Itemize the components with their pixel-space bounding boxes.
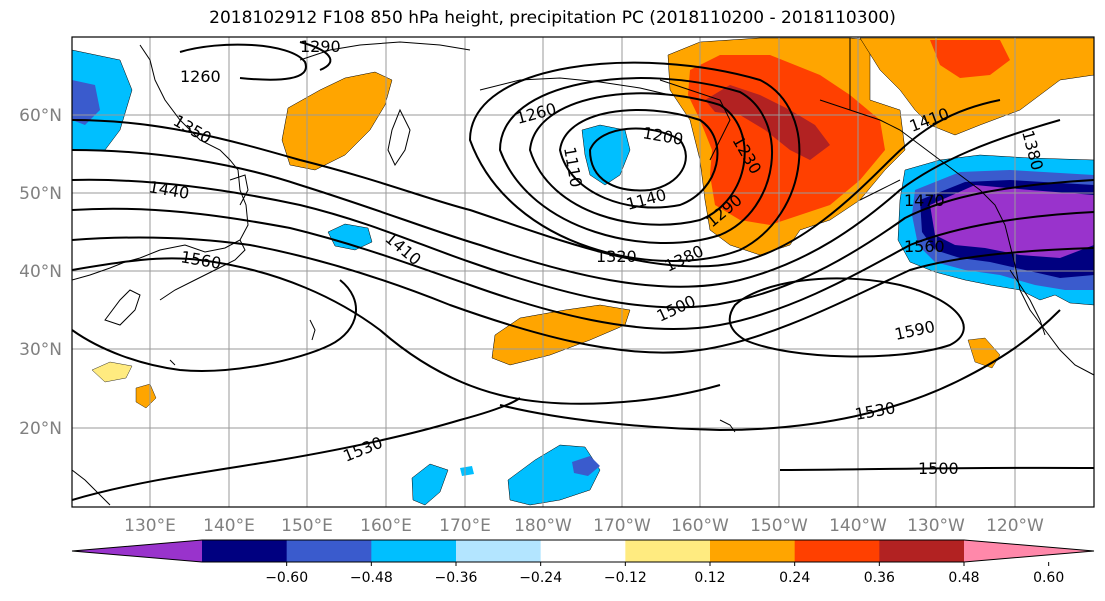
lat-label: 60°N: [19, 106, 62, 126]
lon-labels: 130°E 140°E 150°E 160°E 170°E 180°W 170°…: [124, 516, 1044, 536]
map-frame: [71, 36, 1095, 508]
lat-label: 30°N: [19, 340, 62, 360]
colorbar-outline: [71, 539, 1095, 563]
contour-label: 1500: [654, 291, 699, 325]
colorbar-segment: [202, 540, 288, 562]
lon-label: 130°E: [124, 516, 176, 536]
lon-label: 150°E: [281, 516, 333, 536]
lon-label: 170°E: [439, 516, 491, 536]
colorbar-segment: [625, 540, 711, 562]
contour-label: 1560: [904, 237, 945, 256]
contour-label: 1560: [179, 247, 222, 273]
contour-label: 1290: [300, 37, 341, 56]
contour-label: 1350: [170, 111, 215, 148]
contour-label: 1260: [180, 67, 221, 86]
contour-label: 1200: [641, 123, 684, 149]
colorbar-tick-label: −0.60: [265, 570, 308, 586]
precip-pos-ne: [859, 37, 1094, 136]
colorbar-tick-label: −0.24: [519, 570, 562, 586]
lat-labels: 20°N 30°N 40°N 50°N 60°N: [19, 106, 62, 439]
contour-label: 1110: [560, 145, 586, 188]
precip-neg-tropics: [507, 444, 601, 506]
lat-label: 20°N: [19, 419, 62, 439]
contour-label: 1440: [147, 177, 190, 203]
colorbar-segment: [456, 540, 542, 562]
colorbar: −0.60 −0.48 −0.36 −0.24 −0.12 0.12 0.24 0.36 0.4…: [71, 539, 1095, 586]
lon-label: 180°W: [514, 516, 572, 536]
contour-label: 1320: [596, 247, 637, 266]
height-contours: [72, 41, 1094, 501]
colorbar-tick-label: −0.36: [435, 570, 478, 586]
contour-label: 1470: [904, 191, 945, 210]
lon-label: 160°E: [360, 516, 412, 536]
colorbar-tick-label: 0.48: [948, 570, 979, 586]
colorbar-segment: [879, 540, 965, 562]
contour-label: 1410: [381, 229, 424, 270]
contour-label: 1530: [853, 398, 896, 424]
lon-label: 140°W: [829, 516, 887, 536]
lon-label: 170°W: [593, 516, 651, 536]
colorbar-segment: [710, 540, 796, 562]
map-title: 2018102912 F108 850 hPa height, precipit…: [209, 8, 896, 28]
colorbar-tick-label: −0.12: [604, 570, 647, 586]
contour-label: 1530: [340, 433, 385, 466]
lon-label: 160°W: [671, 516, 729, 536]
colorbar-segment: [371, 540, 457, 562]
contour-label: 1590: [893, 317, 937, 344]
colorbar-extend-low: [72, 540, 202, 562]
lon-label: 130°W: [907, 516, 965, 536]
colorbar-tick-label: 0.36: [864, 570, 895, 586]
colorbar-tick-label: 0.60: [1033, 570, 1064, 586]
colorbar-tick-label: 0.12: [694, 570, 725, 586]
contour-label: 1500: [918, 459, 959, 478]
lon-label: 140°E: [203, 516, 255, 536]
lat-label: 50°N: [19, 184, 62, 204]
precip-neg-nw: [72, 49, 133, 151]
lon-label: 120°W: [986, 516, 1044, 536]
lat-label: 40°N: [19, 262, 62, 282]
graticule: [72, 37, 1094, 507]
lon-label: 150°W: [750, 516, 808, 536]
colorbar-tick-label: 0.24: [779, 570, 810, 586]
colorbar-extend-high: [964, 540, 1094, 562]
colorbar-segment: [794, 540, 880, 562]
precip-pos-okhotsk: [281, 71, 393, 171]
contour-label: 1260: [514, 99, 558, 128]
precip-neg-small: [327, 223, 373, 251]
colorbar-segment: [286, 540, 372, 562]
colorbar-segment: [540, 540, 626, 562]
colorbar-tick-label: −0.48: [350, 570, 393, 586]
